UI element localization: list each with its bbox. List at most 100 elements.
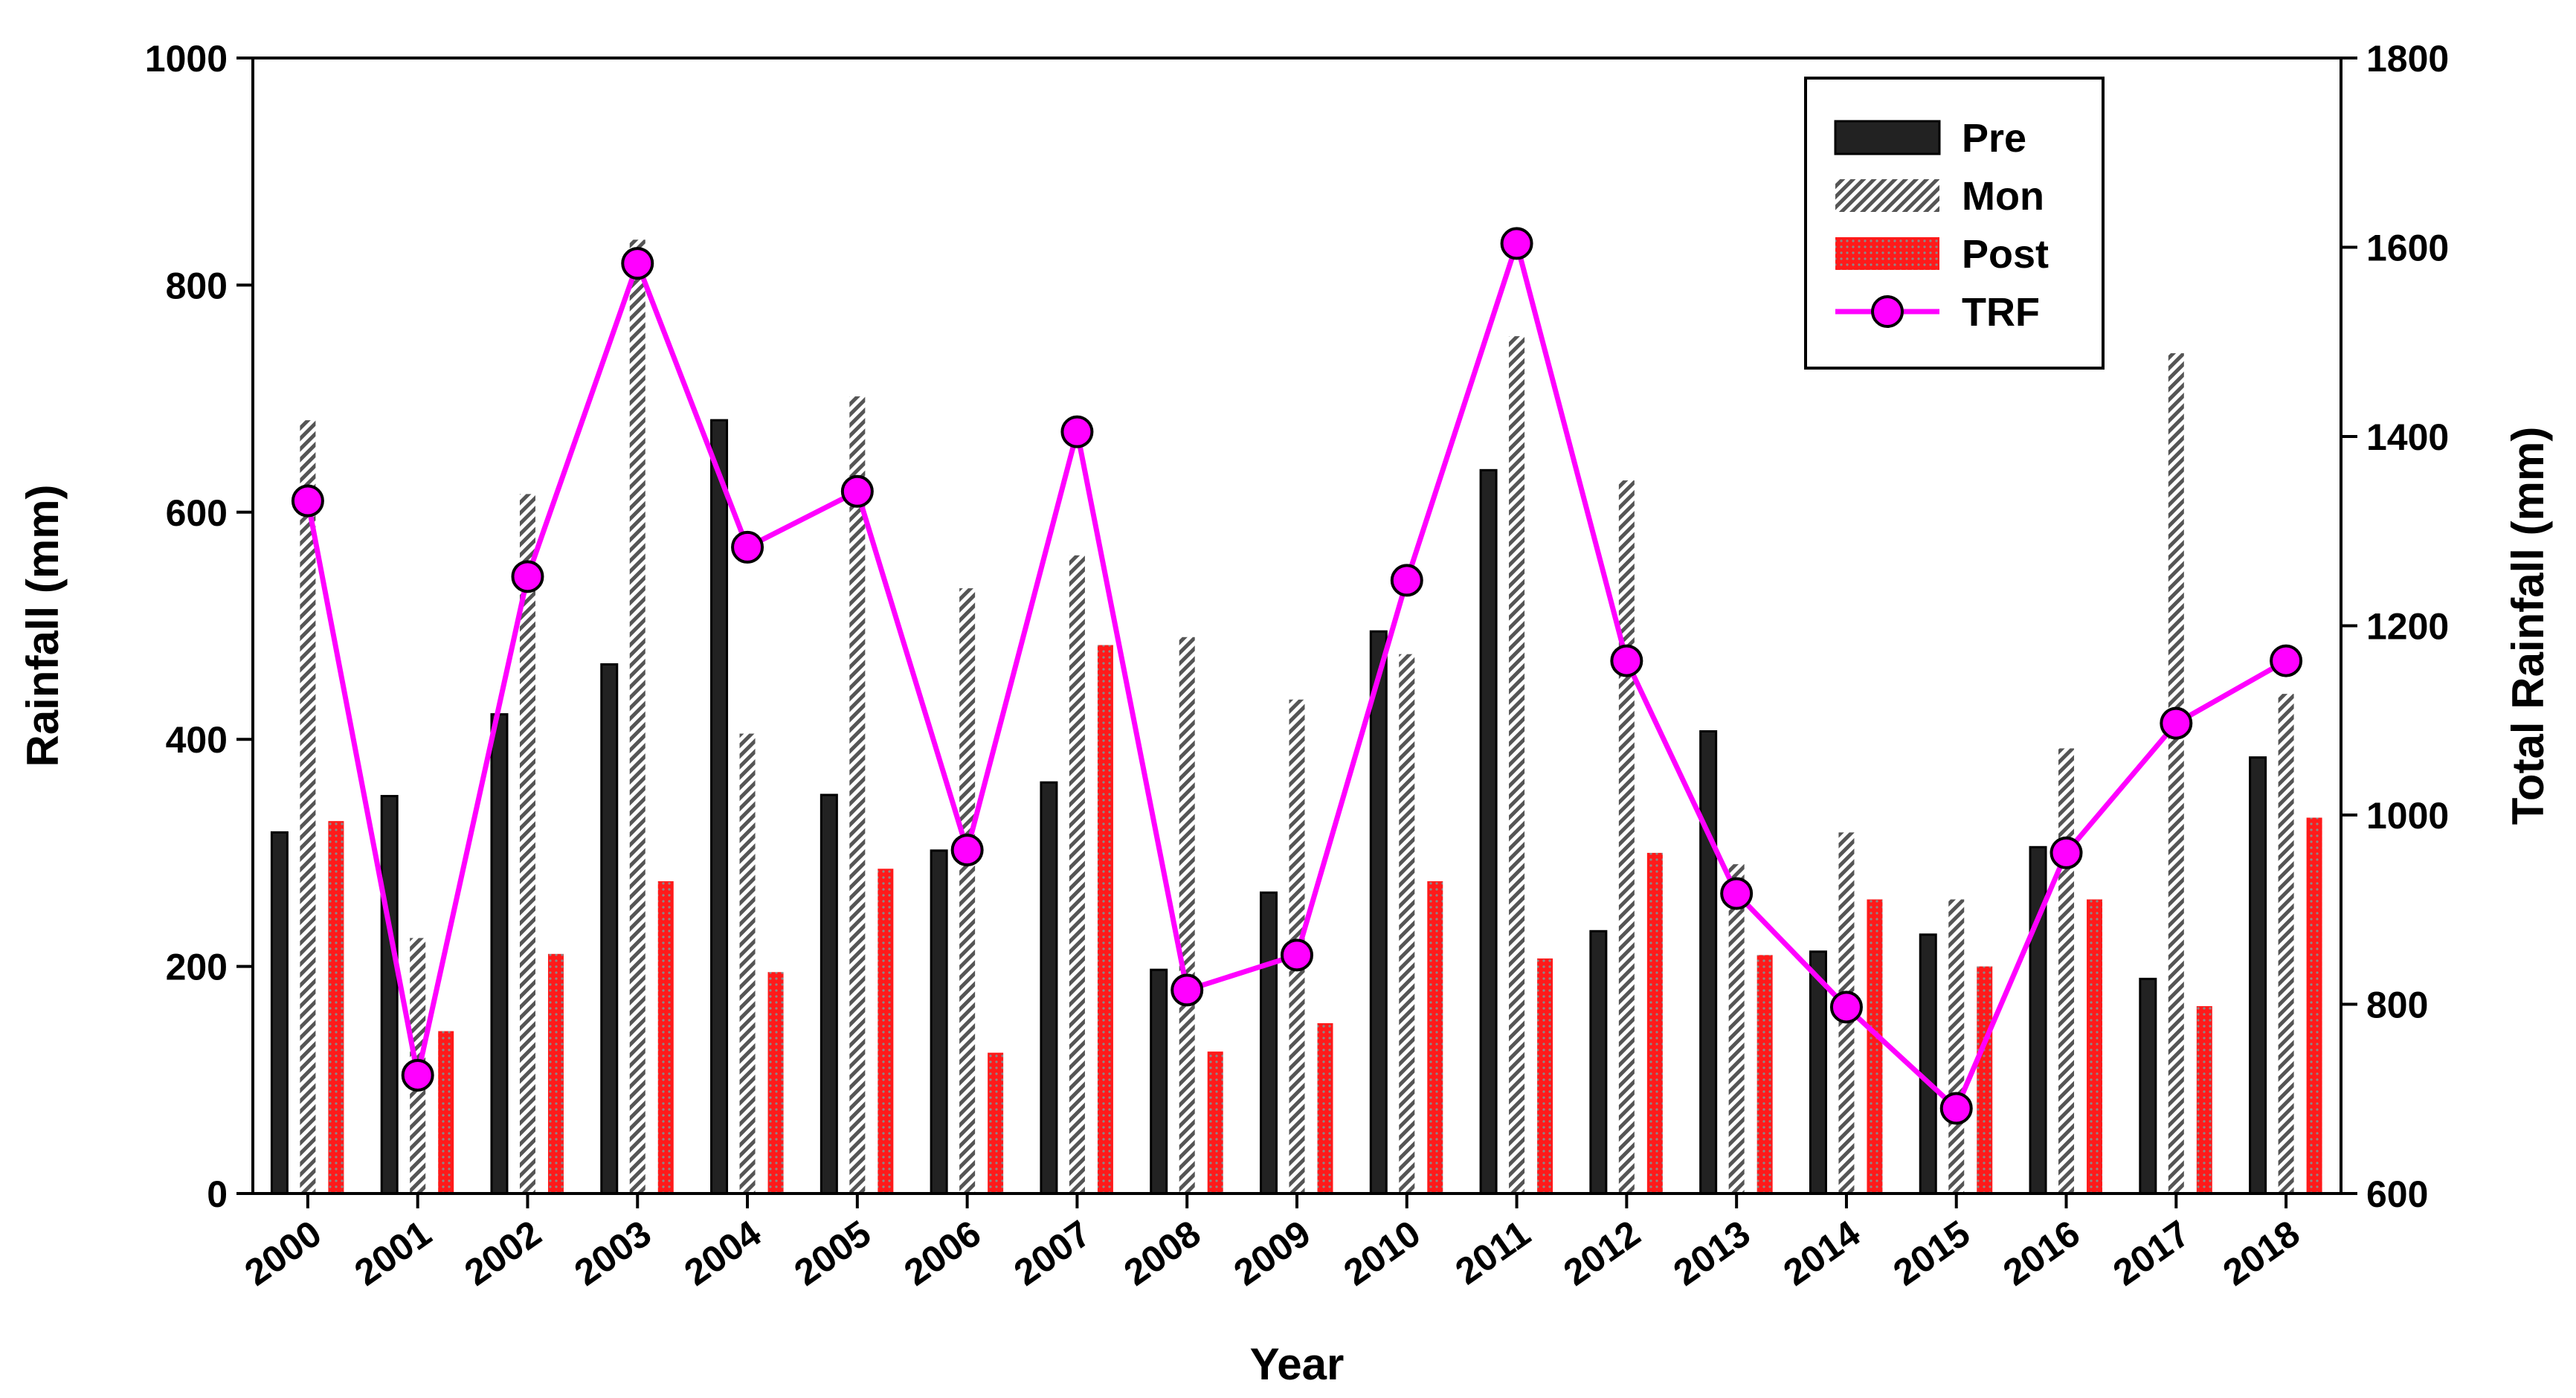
x-tick-label: 2003: [567, 1212, 658, 1294]
x-tick-label: 2018: [2215, 1212, 2307, 1294]
trf-point-2012: [1610, 644, 1643, 677]
bar-pre-2009: [1260, 891, 1278, 1195]
left-tick-label: 800: [166, 265, 228, 306]
bars-layer: [270, 239, 2322, 1195]
bar-post-2011: [1537, 958, 1553, 1194]
legend-label-mon: Mon: [1962, 174, 2044, 219]
left-tick-label: 200: [166, 947, 228, 988]
bar-pre-2008: [1150, 968, 1168, 1195]
trf-point-2002: [511, 560, 544, 593]
legend-label-trf: TRF: [1962, 290, 2040, 335]
bar-pre-2018: [2249, 756, 2267, 1195]
trf-point-2001: [401, 1058, 434, 1092]
trf-point-2003: [621, 247, 654, 280]
x-tick-label: 2011: [1448, 1212, 1538, 1292]
bar-mon-2008: [1179, 637, 1195, 1194]
x-tick-label: 2004: [677, 1212, 768, 1294]
trf-point-2013: [1720, 877, 1754, 910]
trf-point-2000: [291, 484, 324, 518]
bar-post-2013: [1756, 955, 1773, 1194]
bar-post-2004: [767, 972, 784, 1194]
bar-post-2002: [547, 953, 564, 1194]
right-tick-label: 800: [2366, 985, 2428, 1026]
x-tick-label: 2009: [1226, 1212, 1318, 1294]
left-tick-label: 600: [166, 492, 228, 534]
bar-post-2001: [438, 1031, 454, 1194]
y2-axis-title: Total Rainfall (mm): [2503, 427, 2553, 825]
bar-mon-2006: [959, 588, 976, 1194]
bar-post-2007: [1097, 645, 1113, 1194]
bar-post-2006: [988, 1052, 1004, 1194]
bar-post-2018: [2306, 817, 2322, 1194]
bar-post-2005: [878, 869, 894, 1194]
bar-mon-2013: [1728, 864, 1745, 1194]
x-tick-label: 2010: [1336, 1212, 1428, 1294]
bar-pre-2001: [380, 795, 399, 1195]
bar-mon-2004: [739, 733, 756, 1194]
x-tick-label: 2014: [1776, 1212, 1867, 1294]
bar-pre-2011: [1479, 468, 1498, 1195]
trf-point-2009: [1281, 938, 1313, 972]
bar-post-2009: [1317, 1022, 1333, 1194]
bar-post-2003: [657, 881, 674, 1194]
trf-point-2015: [1939, 1092, 1973, 1125]
axes-layer: 0 200 400 600 800 1000 600 800 1000 1200 1400 1600 1…: [18, 38, 2553, 1389]
bar-post-2008: [1207, 1051, 1223, 1194]
bar-pre-2017: [2139, 977, 2157, 1195]
bar-pre-2005: [820, 793, 838, 1195]
trf-point-2007: [1060, 415, 1094, 448]
bar-mon-2016: [2058, 748, 2075, 1194]
trf-point-2018: [2270, 644, 2303, 677]
bar-pre-2007: [1040, 781, 1058, 1195]
legend-swatch-trf-marker: [1871, 295, 1904, 328]
bar-post-2000: [328, 821, 344, 1194]
bar-pre-2012: [1589, 930, 1608, 1195]
trf-point-2016: [2049, 836, 2083, 869]
trf-point-2006: [950, 834, 984, 867]
x-tick-label: 2015: [1886, 1212, 1977, 1294]
bar-mon-2002: [519, 494, 535, 1194]
bar-pre-2016: [2029, 845, 2047, 1195]
bar-pre-2003: [600, 663, 619, 1195]
bar-post-2015: [1977, 966, 1993, 1194]
trf-point-2011: [1500, 227, 1533, 260]
right-tick-label: 1200: [2366, 606, 2449, 648]
right-tick-label: 1000: [2366, 795, 2449, 837]
bar-mon-2000: [300, 420, 316, 1194]
bar-pre-2015: [1919, 933, 1937, 1195]
legend: Pre Mon Post TRF: [1804, 77, 2105, 370]
trf-point-2008: [1171, 973, 1204, 1007]
bar-mon-2017: [2168, 353, 2184, 1194]
bar-pre-2013: [1699, 730, 1718, 1195]
x-axis-title: Year: [1250, 1339, 1345, 1389]
x-tick-label: 2002: [457, 1212, 549, 1294]
bar-mon-2011: [1509, 336, 1525, 1194]
right-tick-label: 1800: [2366, 38, 2449, 80]
trf-point-2010: [1390, 564, 1423, 597]
legend-swatch-post: [1835, 237, 1939, 270]
right-tick-label: 1400: [2366, 416, 2449, 458]
legend-label-post: Post: [1962, 232, 2049, 277]
x-tick-label: 2017: [2105, 1212, 2197, 1294]
x-tick-label: 2006: [897, 1212, 988, 1294]
bar-pre-2000: [270, 831, 289, 1195]
x-tick-label: 2013: [1666, 1212, 1757, 1294]
legend-swatch-pre: [1834, 120, 1941, 155]
bar-post-2017: [2196, 1006, 2212, 1194]
left-tick-label: 1000: [145, 38, 228, 80]
x-tick-label: 2005: [787, 1212, 878, 1294]
right-tick-label: 1600: [2366, 228, 2449, 269]
right-tick-label: 600: [2366, 1173, 2428, 1215]
bar-mon-2012: [1618, 480, 1635, 1194]
bar-pre-2014: [1809, 950, 1827, 1195]
x-tick-label: 2012: [1556, 1212, 1647, 1294]
legend-swatch-mon: [1835, 179, 1939, 212]
x-tick-label: 2008: [1116, 1212, 1208, 1294]
trf-point-2014: [1829, 990, 1863, 1024]
trf-point-2017: [2160, 706, 2193, 740]
x-tick-label: 2007: [1006, 1212, 1098, 1294]
bar-mon-2010: [1399, 654, 1415, 1194]
legend-label-pre: Pre: [1962, 116, 2026, 161]
